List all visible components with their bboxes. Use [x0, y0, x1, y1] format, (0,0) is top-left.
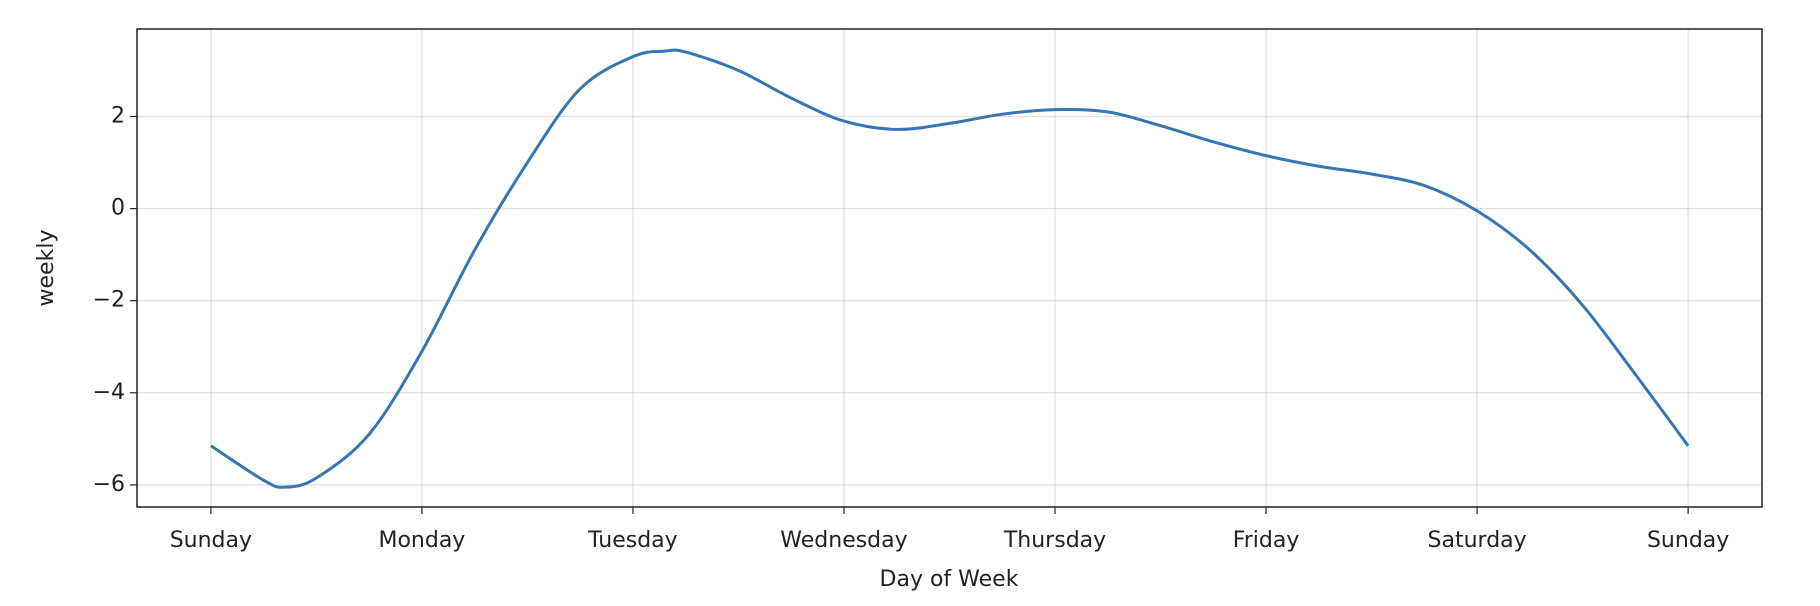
- line-series: [210, 48, 1690, 489]
- x-tick-label: Sunday: [1647, 528, 1729, 553]
- x-tick-label: Friday: [1233, 528, 1300, 553]
- y-tick-label: 2: [111, 103, 125, 128]
- y-tick-label: −6: [93, 472, 125, 497]
- plot-frame: [136, 28, 1763, 508]
- y-axis-label: weekly: [34, 230, 59, 307]
- x-tick-label: Wednesday: [780, 528, 907, 553]
- x-tick-label: Monday: [378, 528, 465, 553]
- x-axis-label: Day of Week: [880, 567, 1019, 592]
- y-tick-label: −4: [93, 380, 125, 405]
- x-tick-label: Sunday: [170, 528, 252, 553]
- x-tick-label: Tuesday: [587, 528, 678, 553]
- x-tick-label: Saturday: [1428, 528, 1527, 553]
- x-tick-label: Thursday: [1003, 528, 1106, 553]
- y-tick-label: 0: [111, 196, 125, 221]
- y-tick-label: −2: [93, 288, 125, 313]
